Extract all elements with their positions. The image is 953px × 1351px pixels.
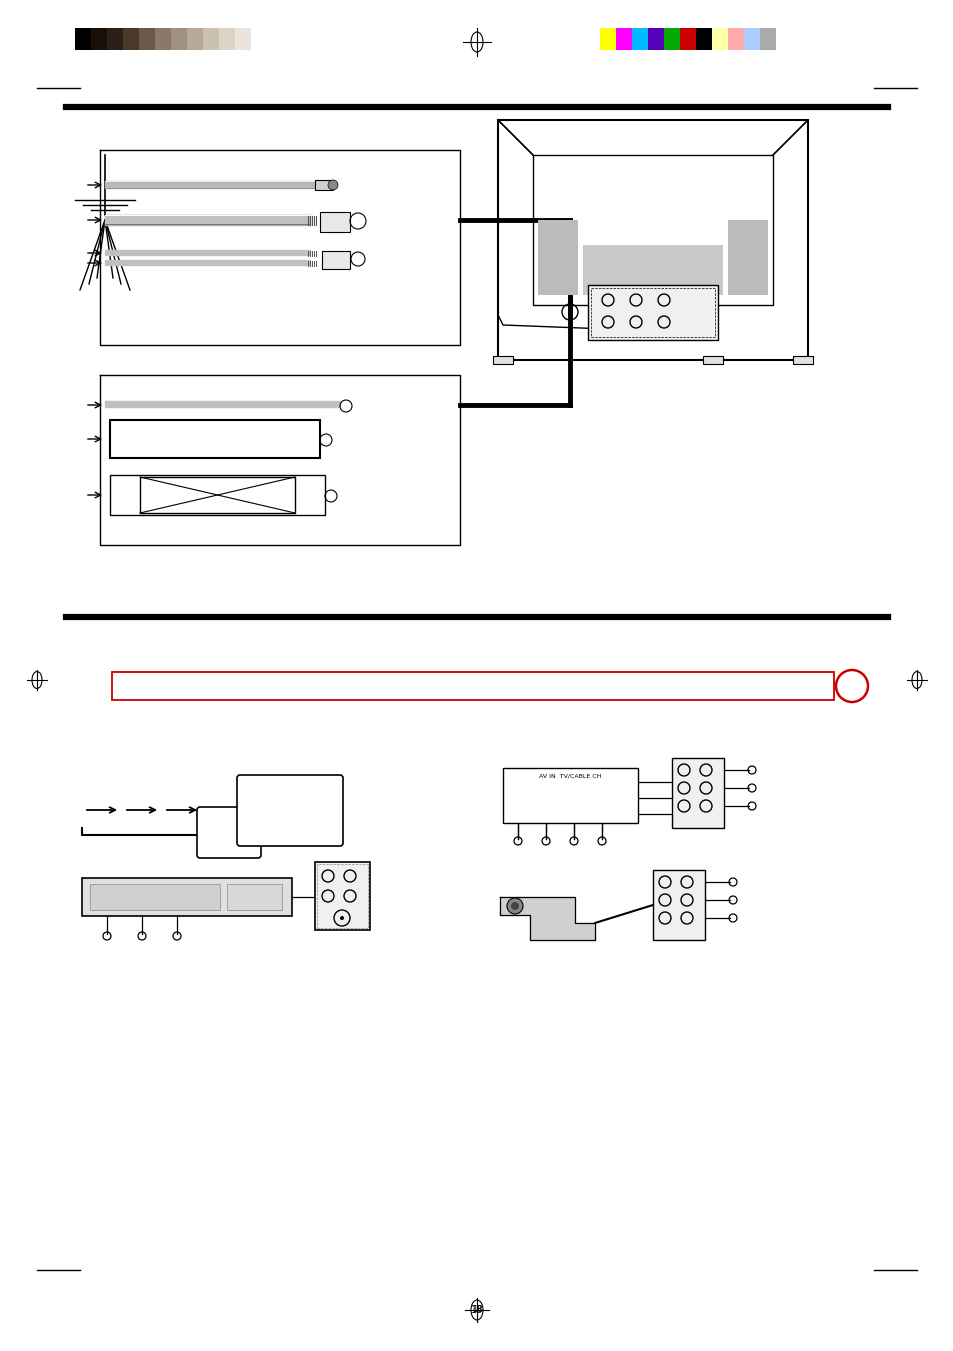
Bar [234,28,251,50]
Bar [90,884,220,911]
Bar [123,28,139,50]
Bar [91,28,107,50]
Bar [314,180,333,190]
Bar [647,28,663,50]
Bar [227,884,282,911]
Bar [702,357,722,363]
Bar [493,357,513,363]
Bar [316,865,368,928]
Bar [590,288,714,336]
Bar [599,28,616,50]
Bar [679,28,696,50]
Bar [112,671,833,700]
Bar [154,28,171,50]
Bar [727,28,743,50]
Bar [171,28,187,50]
Bar [314,862,370,929]
Bar [711,28,727,50]
Bar [760,28,775,50]
Bar [251,28,267,50]
Bar [219,28,234,50]
Bar [727,220,767,295]
Circle shape [506,898,522,915]
Bar [75,28,91,50]
Bar [502,767,638,823]
Bar [187,28,203,50]
Bar [696,28,711,50]
Polygon shape [499,897,595,940]
Text: 18: 18 [471,1305,482,1315]
Circle shape [511,902,518,911]
Bar [322,251,350,269]
Bar [140,477,294,513]
FancyBboxPatch shape [236,775,343,846]
Bar [107,28,123,50]
Bar [139,28,154,50]
Bar [203,28,219,50]
Text: AV IN  TV/CABLE CH: AV IN TV/CABLE CH [538,774,600,780]
Bar [82,878,292,916]
FancyBboxPatch shape [196,807,261,858]
Bar [533,155,772,305]
Bar [663,28,679,50]
Bar [319,212,350,232]
Bar [631,28,647,50]
Text: 18: 18 [471,1305,482,1315]
Circle shape [328,180,337,190]
Circle shape [339,916,344,920]
Circle shape [567,309,572,313]
Bar [587,285,718,340]
Bar [110,476,325,515]
Bar [110,420,319,458]
Bar [671,758,723,828]
Bar [792,357,812,363]
Bar [652,870,704,940]
Bar [582,245,722,295]
Bar [743,28,760,50]
Bar [537,220,578,295]
Bar [616,28,631,50]
Bar [497,120,807,359]
